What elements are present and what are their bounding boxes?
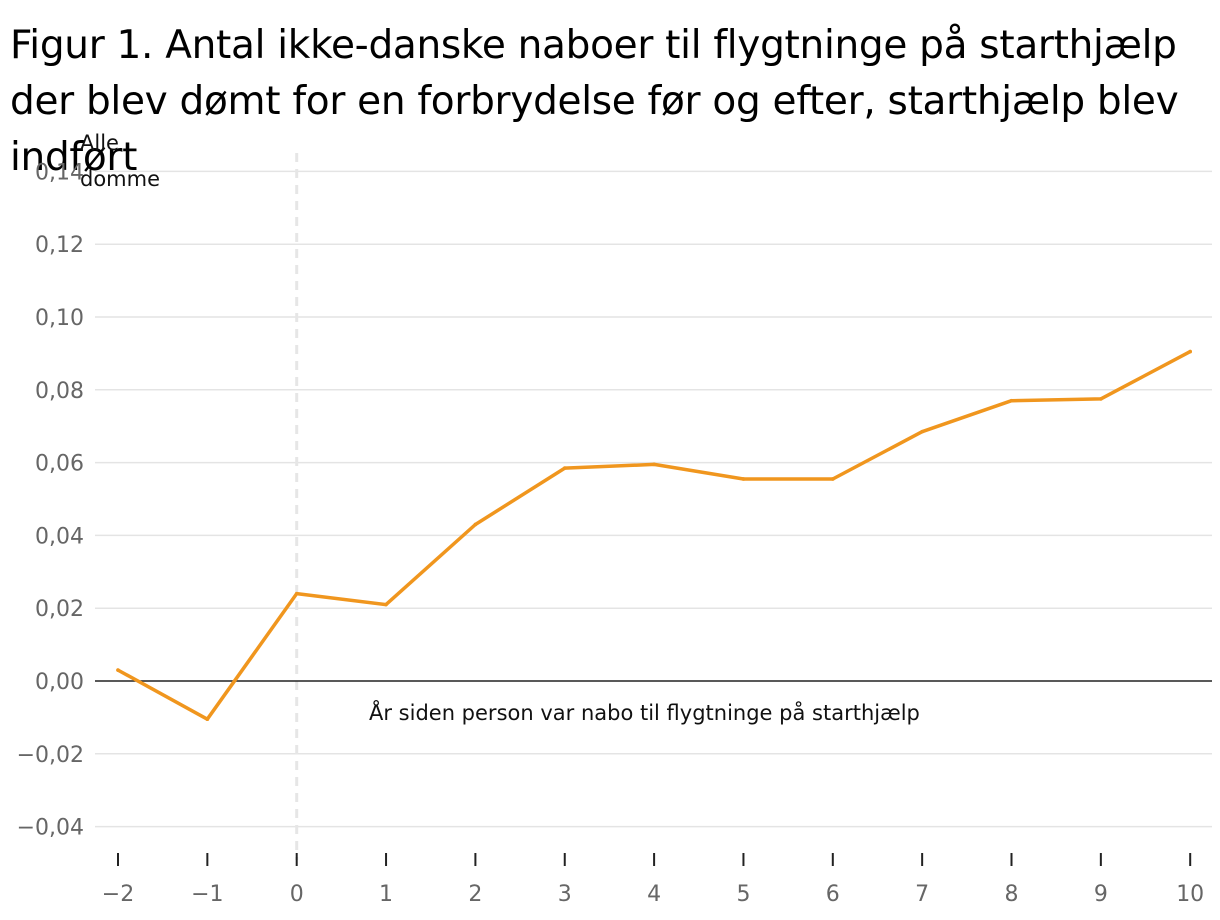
data-point xyxy=(384,602,388,607)
y-tick-label: −0,02 xyxy=(17,743,84,768)
data-point xyxy=(473,522,478,527)
x-tick-label: −1 xyxy=(191,882,223,907)
y-tick-label: 0,02 xyxy=(35,597,84,622)
x-axis-ticks: −2 −1 0 1 2 3 4 5 6 7 8 9 10 xyxy=(102,853,1204,907)
x-tick-label: 8 xyxy=(1005,882,1019,907)
x-tick-label: 2 xyxy=(468,882,482,907)
data-point xyxy=(652,462,656,467)
y-tick-label: 0,06 xyxy=(35,452,84,477)
y-tick-label: 0,10 xyxy=(35,306,84,331)
data-point xyxy=(1188,349,1192,354)
data-point xyxy=(920,429,924,434)
x-tick-label: −2 xyxy=(102,882,134,907)
x-axis-label: År siden person var nabo til flygtninge … xyxy=(369,699,920,725)
y-tick-label: −0,04 xyxy=(17,816,84,841)
data-point xyxy=(562,466,567,470)
x-tick-label: 1 xyxy=(379,882,393,907)
x-tick-label: 10 xyxy=(1176,882,1204,907)
series-layer xyxy=(116,349,1192,722)
y-unit-label-line2: domme xyxy=(80,167,160,191)
y-unit-label-line1: Alle xyxy=(80,131,119,155)
data-point xyxy=(116,668,120,672)
y-tick-label: 0,08 xyxy=(35,379,84,404)
x-tick-label: 0 xyxy=(290,882,304,907)
data-point xyxy=(294,591,299,596)
y-tick-label: 0,12 xyxy=(35,233,84,258)
x-tick-label: 4 xyxy=(647,882,661,907)
data-point xyxy=(741,477,746,481)
y-axis-ticks: 0,14 0,12 0,10 0,08 0,06 0,04 0,02 0,00 −0,02 −0,… xyxy=(17,160,84,840)
data-point xyxy=(831,477,835,481)
y-tick-label: 0,04 xyxy=(35,524,84,549)
x-tick-label: 3 xyxy=(558,882,572,907)
y-tick-label: 0,14 xyxy=(35,160,84,185)
y-tick-label: 0,00 xyxy=(35,670,84,695)
gridlines xyxy=(95,170,1212,828)
x-tick-label: 5 xyxy=(736,882,750,907)
x-tick-label: 6 xyxy=(826,882,840,907)
x-tick-label: 7 xyxy=(915,882,929,907)
x-tick-label: 9 xyxy=(1094,882,1108,907)
data-point xyxy=(205,717,210,722)
data-point xyxy=(1009,398,1014,403)
chart-title: Figur 1. Antal ikke-danske naboer til fl… xyxy=(10,23,1179,180)
data-point xyxy=(1099,397,1103,401)
